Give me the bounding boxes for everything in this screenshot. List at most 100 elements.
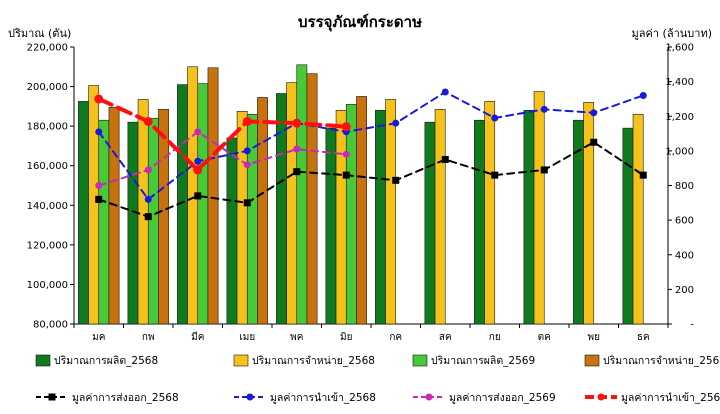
bar: [356, 96, 367, 325]
left-tick-label: 140,000: [27, 201, 68, 212]
legend-label: มูลค่าการนำเข้า_2569: [621, 392, 720, 404]
bar: [88, 85, 100, 325]
legend-label: มูลค่าการส่งออก_2569: [449, 392, 556, 404]
bar: [147, 117, 159, 325]
left-tick-label: 160,000: [27, 161, 68, 172]
series-line: [97, 90, 645, 201]
legend-marker: [425, 393, 433, 401]
point: [292, 118, 302, 128]
bar: [523, 110, 535, 325]
point: [243, 161, 251, 169]
chart-title: บรรจุภัณฑ์กระดาษ: [298, 13, 422, 32]
bar: [533, 91, 545, 325]
x-tick-label: พค: [290, 332, 303, 343]
right-tick-label: 800: [675, 181, 694, 192]
legend-label: มูลค่าการนำเข้า_2568: [270, 392, 376, 404]
x-tick-label: ตค: [538, 332, 551, 343]
point: [293, 168, 301, 176]
bar: [127, 121, 139, 325]
legend-swatch: [584, 354, 600, 367]
right-tick-label: 200: [675, 285, 694, 296]
point: [392, 176, 400, 184]
legend-marker: [48, 393, 56, 401]
bar: [345, 104, 357, 325]
point: [94, 94, 104, 104]
bar: [484, 101, 496, 325]
x-tick-label: กย: [489, 332, 501, 343]
bar: [78, 101, 89, 325]
bar: [335, 110, 347, 325]
x-tick-label: พย: [588, 332, 600, 343]
bar: [632, 113, 644, 325]
point: [441, 88, 449, 96]
point: [95, 128, 103, 136]
point: [441, 156, 449, 164]
bar: [108, 107, 120, 325]
legend-marker: [246, 393, 254, 401]
bar: [296, 64, 308, 325]
point: [143, 116, 153, 126]
bar: [385, 99, 397, 325]
point: [194, 157, 202, 165]
point: [590, 109, 598, 117]
legend-label: มูลค่าการส่งออก_2568: [72, 392, 179, 404]
bar: [434, 109, 446, 325]
point: [95, 182, 103, 189]
left-tick-label: 220,000: [27, 43, 68, 54]
bar: [375, 110, 386, 325]
point: [144, 166, 152, 174]
left-tick-label: 180,000: [27, 122, 68, 133]
right-axis-title: มูลค่า (ล้านบาท): [632, 27, 712, 40]
point: [243, 199, 251, 207]
x-tick-label: สค: [439, 332, 452, 343]
bar: [286, 82, 298, 325]
x-tick-label: มีค: [191, 331, 204, 343]
x-tick-label: มิย: [340, 332, 352, 343]
point: [540, 105, 548, 113]
x-tick-label: กค: [389, 332, 402, 343]
point: [193, 165, 203, 175]
plot-area: 80,000 100,000 120,000 140,000 160,000 180,00…: [27, 43, 695, 344]
left-tick-label: 100,000: [27, 280, 68, 291]
left-axis-title: ปริมาณ (ตัน): [8, 27, 71, 40]
right-tick-label: 400: [675, 250, 694, 261]
right-tick-label: 1,200: [665, 112, 694, 123]
series-line: [97, 141, 645, 218]
bar: [276, 93, 287, 325]
right-tick-label: -: [690, 320, 694, 331]
bar: [137, 99, 149, 325]
point: [342, 171, 350, 179]
bar: [622, 127, 634, 325]
bar: [424, 121, 436, 325]
right-tick-label: 600: [675, 216, 694, 227]
right-tick-label: 1,400: [665, 77, 694, 88]
point: [392, 119, 400, 127]
point: [194, 128, 202, 136]
left-tick-label: 200,000: [27, 82, 68, 93]
bar: [207, 67, 219, 325]
bar: [158, 109, 169, 325]
point: [639, 91, 647, 99]
legend-label: ปริมาณการจำหน่าย_2569: [603, 355, 720, 367]
right-tick-label: 1,600: [665, 43, 694, 54]
bar: [474, 119, 485, 325]
bar: [226, 137, 238, 325]
bar: [236, 111, 248, 325]
point: [242, 116, 252, 126]
point: [243, 147, 251, 155]
left-tick-label: 120,000: [27, 240, 68, 251]
legend-swatch: [412, 354, 428, 367]
legend-marker: [597, 393, 605, 401]
point: [144, 213, 152, 221]
point: [590, 138, 598, 146]
bar: [306, 73, 318, 325]
point: [341, 122, 351, 132]
right-tick-label: 1,000: [665, 146, 694, 157]
point: [144, 195, 152, 203]
legend-swatch: [233, 354, 249, 367]
bar: [325, 127, 337, 325]
point: [491, 114, 499, 122]
bar: [257, 97, 268, 325]
bar: [98, 119, 110, 325]
